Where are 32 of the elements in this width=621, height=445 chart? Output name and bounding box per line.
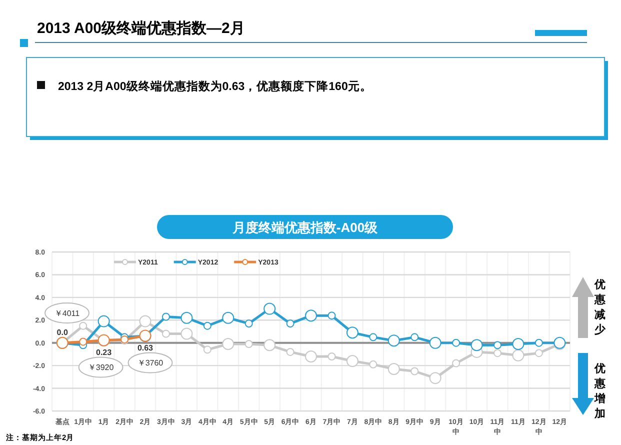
point (410, 367, 419, 376)
text: 优惠增加 (594, 362, 606, 420)
point (244, 320, 253, 328)
point (286, 320, 294, 328)
point (162, 330, 170, 338)
annotation: ￥3760 (137, 358, 164, 368)
point (203, 346, 212, 354)
point (79, 322, 88, 330)
point (452, 359, 460, 368)
point (410, 333, 419, 342)
point (328, 352, 336, 360)
point (493, 349, 502, 358)
point (534, 338, 543, 347)
text: 优惠减少 (594, 278, 606, 336)
chart-title: 月度终端优惠指数-A00级 (231, 220, 379, 235)
text: 2013 2月A00级终端优惠指数为0.63，优惠额度下降160元。 (58, 79, 372, 93)
text: 2013 A00级终端优惠指数—2月 (37, 20, 245, 37)
annotation: ￥4011 (54, 309, 80, 318)
annotation: ￥3920 (88, 363, 114, 372)
point (369, 333, 378, 342)
point (493, 341, 502, 350)
point (162, 312, 170, 321)
data-label: 0.23 (96, 348, 112, 358)
point (286, 348, 294, 356)
data-label: 0.63 (137, 344, 154, 353)
point (203, 322, 212, 330)
point (244, 340, 253, 348)
point (452, 338, 460, 347)
point (328, 312, 336, 320)
data-label: 0.0 (56, 328, 68, 337)
point (534, 349, 543, 358)
point (369, 360, 378, 368)
